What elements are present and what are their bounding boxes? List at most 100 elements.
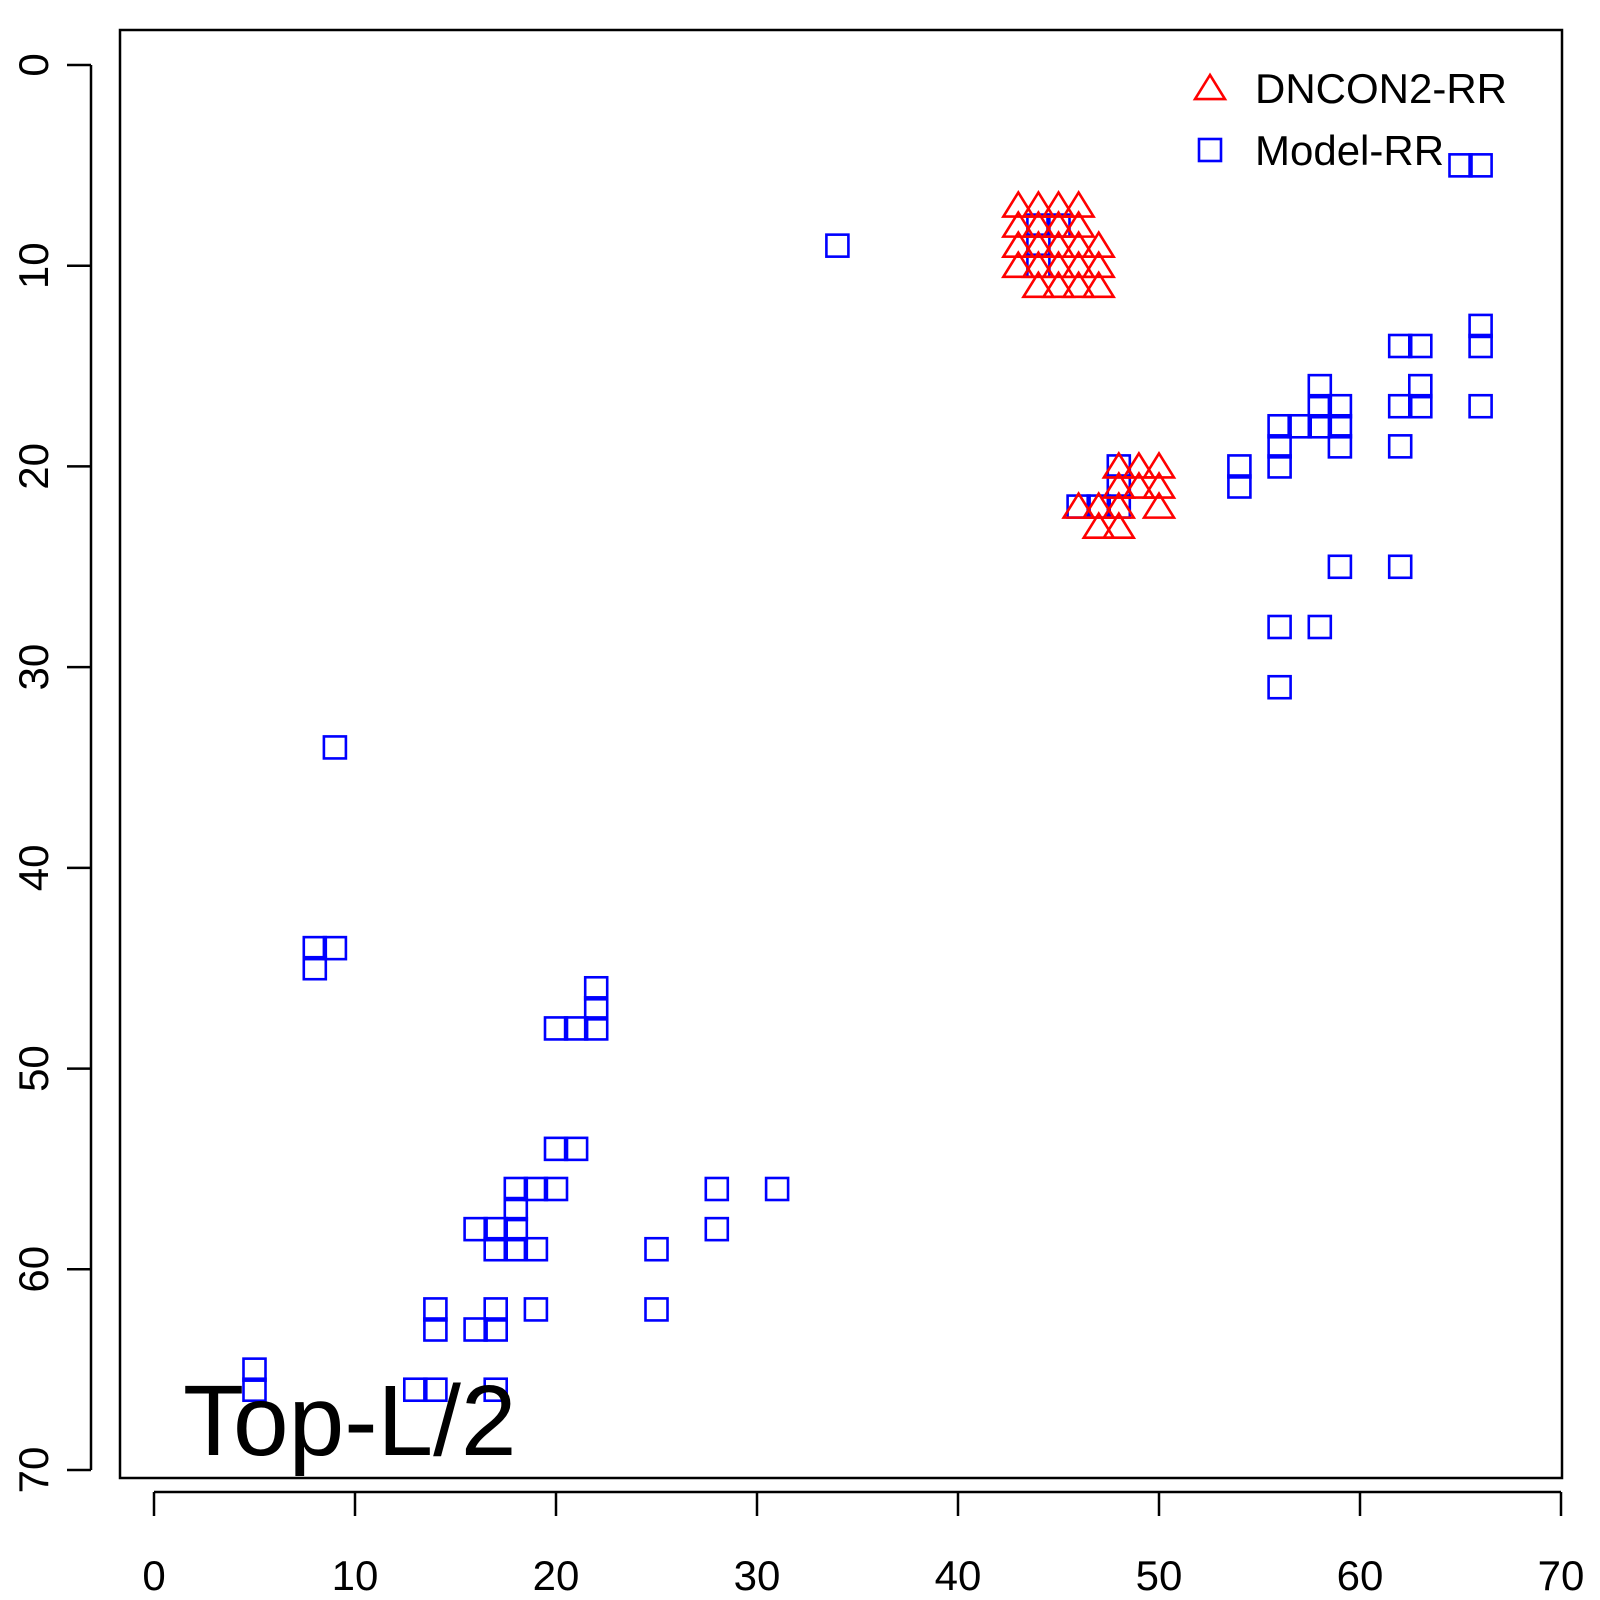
model-rr-point [302,935,328,961]
model-rr-point [1327,554,1353,580]
dncon2-rr-point [1061,210,1096,238]
model-rr-point [1307,393,1333,419]
model-rr-point [563,1136,589,1162]
model-rr-point [644,1297,669,1322]
model-rr-point [1227,454,1252,479]
dncon2-rr-point [1001,230,1036,258]
dncon2-rr-point [1101,491,1137,519]
model-rr-point [563,1016,589,1041]
model-rr-point [483,1297,509,1322]
dncon2-rr-point [1121,450,1157,479]
model-rr-point [1387,393,1413,419]
model-rr-point [463,1317,488,1342]
model-rr-point [322,935,348,961]
y-tick-label: 40 [10,844,57,891]
model-rr-point [503,1236,529,1262]
model-rr-point [523,1236,549,1262]
y-tick-label: 50 [10,1045,57,1092]
model-rr-point [543,1176,569,1202]
model-rr-point [1267,674,1292,700]
model-rr-point [423,1297,448,1322]
model-rr-point [483,1377,509,1403]
model-rr-point [322,735,348,760]
model-rr-point [543,1136,569,1162]
model-rr-point [423,1317,448,1342]
legend: DNCON2-RR Model-RR [1192,65,1507,174]
dncon2-rr-point [1061,491,1096,519]
legend-triangle-icon [1192,72,1228,101]
model-rr-point [1468,333,1493,359]
dncon2-rr-point [1081,511,1116,539]
x-tick-label: 70 [1538,1552,1585,1599]
y-tick-label: 20 [10,443,57,490]
dncon2-rr-point [1021,270,1056,299]
y-axis: 0 10 20 30 40 50 60 70 [10,53,93,1494]
model-rr-point [463,1216,488,1242]
dncon2-rr-point [1081,250,1116,279]
dncon2-rr-point [1081,270,1116,299]
dncon2-rr-point [1021,190,1056,218]
dncon2-rr-point [1061,230,1096,258]
dncon2-rr-point [1061,250,1096,279]
dncon2-rr-point [1081,230,1116,258]
model-rr-point [503,1216,529,1242]
model-rr-point [242,1357,267,1382]
legend-square-icon [1197,137,1223,163]
x-tick-label: 10 [332,1552,379,1599]
dncon2-rr-point [1041,270,1076,299]
model-rr-point [1307,413,1333,439]
model-rr-point [423,1377,448,1403]
series-triangle [1001,190,1177,539]
dncon2-rr-point [1001,250,1036,279]
model-rr-point [1468,393,1493,419]
dncon2-rr-point [1001,190,1036,218]
model-rr-point [483,1216,509,1242]
y-tick-label: 10 [10,242,57,289]
dncon2-rr-point [1041,190,1076,218]
model-rr-point [1327,413,1353,439]
model-rr-point [1408,373,1433,399]
model-rr-point [825,233,850,258]
model-rr-point [1267,434,1292,459]
model-rr-point [1267,454,1292,479]
data-points [242,153,1493,1403]
x-axis: 0 10 20 30 40 50 60 70 [142,1490,1585,1599]
model-rr-point [1287,413,1312,439]
dncon2-rr-point [1061,190,1096,218]
model-rr-point [1408,393,1433,419]
model-rr-point [644,1236,669,1262]
model-rr-point [1267,413,1292,439]
model-rr-point [1448,153,1473,178]
model-rr-point [1408,333,1433,359]
model-rr-point [242,1377,267,1403]
model-rr-point [1227,474,1252,499]
model-rr-point [1387,434,1413,459]
x-tick-label: 50 [1136,1552,1183,1599]
plot-frame [118,28,1564,1480]
model-rr-point [583,975,609,1001]
dncon2-rr-point [1041,210,1076,238]
dncon2-rr-point [1041,230,1076,258]
dncon2-rr-point [1021,250,1056,279]
model-rr-point [543,1016,569,1041]
dncon2-rr-point [1101,471,1137,499]
model-rr-point [1327,393,1353,419]
y-tick-label: 0 [10,53,57,76]
model-rr-point [302,955,328,981]
model-rr-point [523,1297,549,1322]
model-rr-point [483,1236,509,1262]
y-tick-label: 60 [10,1246,57,1293]
y-tick-label: 70 [10,1447,57,1494]
model-rr-point [1468,153,1493,178]
x-tick-label: 60 [1337,1552,1384,1599]
model-rr-point [583,1016,609,1041]
model-rr-point [704,1176,730,1202]
dncon2-rr-point [1001,210,1036,238]
x-tick-label: 20 [533,1552,580,1599]
legend-label: DNCON2-RR [1255,65,1507,112]
model-rr-point [523,1176,549,1202]
model-rr-point [1307,373,1333,399]
dncon2-rr-point [1121,471,1157,499]
